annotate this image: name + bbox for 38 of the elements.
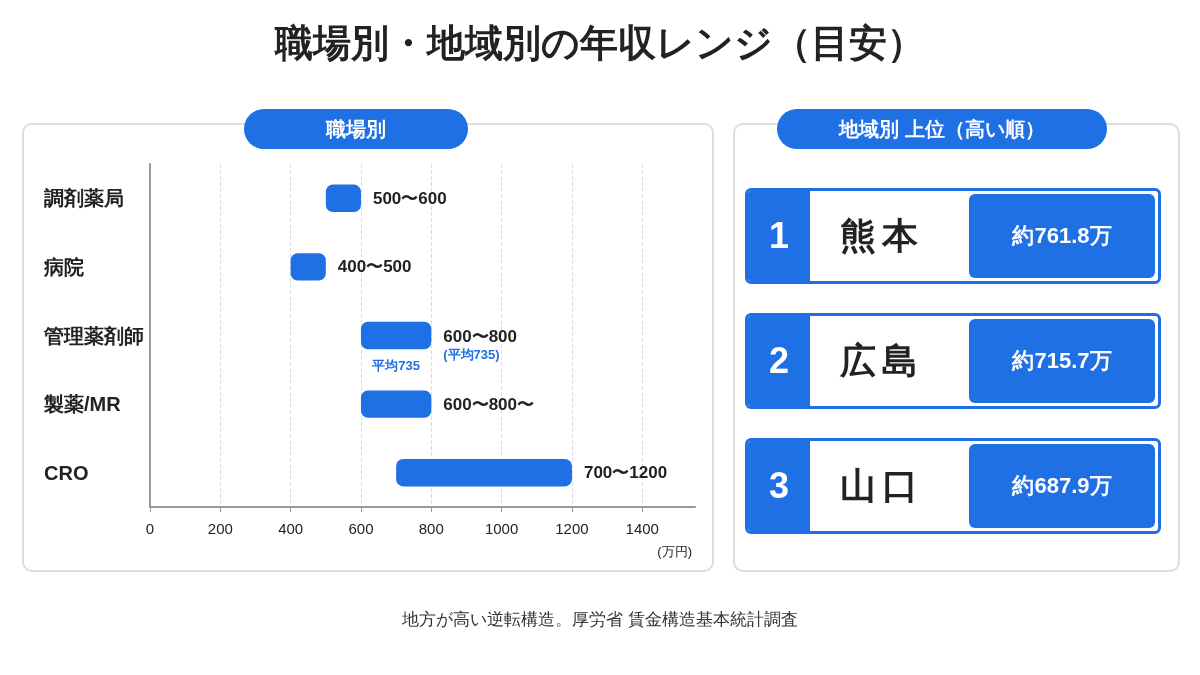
bar [396, 458, 572, 487]
bar [360, 390, 432, 418]
x-tick-label: 1000 [484, 520, 519, 537]
y-tick-label: 調剤薬局 [44, 187, 124, 210]
chart-subtitle: 職場別 [244, 109, 468, 149]
x-tick-label: 200 [207, 520, 233, 537]
bar [325, 184, 361, 213]
text: 2 [748, 316, 810, 406]
text: 3 [748, 441, 810, 531]
x-tick-label: 1200 [555, 520, 589, 537]
annotation: 500〜600 [372, 188, 447, 208]
text: 約761.8万 [1012, 223, 1112, 248]
bar [290, 253, 326, 281]
text: 約687.9万 [1012, 473, 1112, 498]
annotation: 400〜500 [337, 257, 412, 277]
chart-title: 職場別・地域別の年収レンジ（目安） [273, 21, 926, 66]
annotation: 600〜800 (平均735) [443, 327, 518, 362]
annotation: 平均735 [371, 357, 420, 373]
bar [360, 321, 432, 350]
y-tick-label: 病院 [43, 255, 84, 278]
annotation: 700〜1200 [583, 463, 668, 483]
y-tick-label: 製薬/MR [43, 393, 122, 416]
text: 地域別 上位（高い順） [777, 109, 1107, 149]
x-tick-label: 600 [348, 520, 374, 537]
text: 1 [748, 191, 810, 281]
x-tick-label: 800 [418, 520, 444, 537]
x-tick-label: 1400 [625, 520, 659, 537]
y-tick-label: 管理薬剤師 [43, 324, 144, 347]
text: 地方が高い逆転構造。厚労省 賃金構造基本統計調査 [401, 609, 799, 631]
x-axis-title: (万円) [657, 544, 693, 559]
x-tick-label: 0 [145, 520, 155, 537]
annotation: 600〜800〜 [443, 394, 535, 414]
x-tick-label: 400 [278, 520, 304, 537]
text: 約715.7万 [1012, 348, 1112, 373]
y-tick-label: CRO [44, 461, 89, 484]
category-label: 熊本 [839, 213, 925, 258]
category-label: 山口 [839, 463, 925, 508]
category-label: 広島 [839, 338, 925, 383]
